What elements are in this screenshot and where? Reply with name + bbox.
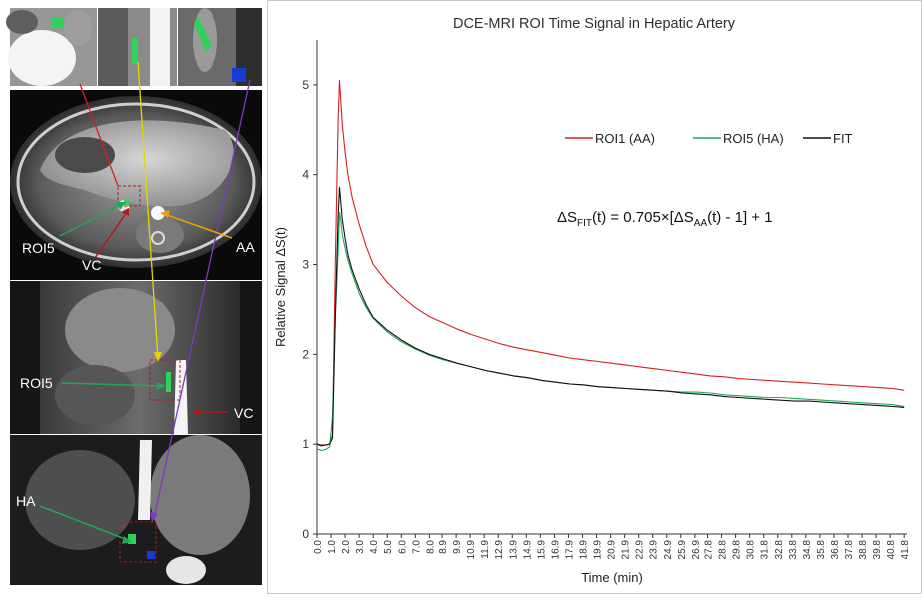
- x-tick-label: 37.8: [844, 540, 855, 560]
- x-tick-label: 34.8: [802, 540, 813, 560]
- x-tick-label: 31.8: [760, 540, 771, 560]
- x-tick-label: 29.8: [732, 540, 743, 560]
- label-vc-sagittal: VC: [234, 405, 253, 421]
- x-tick-label: 36.8: [830, 540, 841, 560]
- x-tick-label: 35.8: [816, 540, 827, 560]
- x-tick-label: 5.0: [383, 540, 394, 554]
- label-ha-coronal: HA: [16, 493, 36, 509]
- eq-lead: ΔS: [557, 209, 577, 226]
- x-tick-label: 27.8: [704, 540, 715, 560]
- y-tick-label: 1: [302, 437, 309, 451]
- x-tick-label: 40.8: [886, 540, 897, 560]
- x-tick-label: 2.0: [341, 540, 352, 554]
- x-tick-label: 8.9: [438, 540, 449, 554]
- y-tick-label: 5: [302, 78, 309, 92]
- x-tick-label: 28.8: [718, 540, 729, 560]
- connector-yellow-line: [137, 61, 159, 359]
- mri-figure: ROI5 VC AA ROI5 VC HA: [6, 8, 262, 585]
- coronal-mri-image: [10, 435, 262, 585]
- x-tick-label: 25.9: [677, 540, 688, 560]
- thumbnail-aa-zoom: [6, 8, 97, 86]
- label-roi5-sagittal: ROI5: [20, 375, 53, 391]
- legend-label: ROI5 (HA): [723, 131, 784, 146]
- x-tick-label: 24.9: [663, 540, 674, 560]
- x-tick-label: 16.9: [550, 540, 561, 560]
- y-tick-label: 0: [302, 527, 309, 541]
- thumbnail-coronal-zoom: [178, 8, 262, 86]
- x-tick-label: 41.8: [900, 540, 911, 560]
- x-tick-label: 7.0: [411, 540, 422, 554]
- x-tick-label: 19.9: [593, 540, 604, 560]
- eq-mid: (t) = 0.705×[ΔS: [592, 209, 694, 226]
- x-tick-label: 4.0: [369, 540, 380, 554]
- x-tick-label: 10.9: [466, 540, 477, 560]
- label-vc-axial: VC: [82, 257, 101, 273]
- series-line-fit: [316, 186, 905, 446]
- legend: ROI1 (AA) ROI5 (HA) FIT: [565, 131, 853, 146]
- x-tick-label: 9.9: [452, 540, 463, 554]
- eq-sub-fit: FIT: [577, 218, 592, 229]
- x-tick-label: 0.0: [313, 540, 324, 554]
- x-tick-label: 23.9: [649, 540, 660, 560]
- connector-red-line: [79, 83, 119, 187]
- x-tick-label: 17.9: [564, 540, 575, 560]
- y-tick-label: 3: [302, 258, 309, 272]
- connector-purple-line: [153, 79, 251, 519]
- y-tick-group: 0 1 2 3 4 5: [302, 78, 317, 541]
- x-tick-label: 1.0: [327, 540, 338, 554]
- legend-label: FIT: [833, 131, 853, 146]
- eq-sub-aa: AA: [694, 218, 708, 229]
- x-tick-label: 8.0: [425, 540, 436, 554]
- y-axis-label: Relative Signal ΔS(t): [273, 227, 288, 347]
- chart-panel: DCE-MRI ROI Time Signal in Hepatic Arter…: [267, 0, 922, 595]
- x-tick-label: 26.9: [691, 540, 702, 560]
- x-tick-label: 21.9: [621, 540, 632, 560]
- x-tick-label: 18.9: [579, 540, 590, 560]
- x-tick-label: 14.9: [522, 540, 533, 560]
- x-tick-label: 39.8: [872, 540, 883, 560]
- x-tick-label: 12.9: [494, 540, 505, 560]
- x-tick-group: 0.0 1.0 2.0 3.0 4.0 5.0 6.0 7.0 8.0 8.9 9.9 10.9 11.…: [313, 534, 911, 559]
- x-tick-label: 13.9: [508, 540, 519, 560]
- thumbnail-sagittal-zoom: [98, 8, 177, 86]
- label-roi5-axial: ROI5: [22, 240, 55, 256]
- series-layer: [316, 79, 905, 452]
- x-tick-label: 22.9: [635, 540, 646, 560]
- x-tick-label: 30.8: [746, 540, 757, 560]
- x-tick-label: 32.8: [774, 540, 785, 560]
- x-tick-label: 33.8: [788, 540, 799, 560]
- x-tick-label: 20.9: [607, 540, 618, 560]
- y-tick-label: 2: [302, 347, 309, 361]
- mri-image-panel: ROI5 VC AA ROI5 VC HA: [0, 0, 266, 595]
- eq-tail: (t) - 1] + 1: [707, 209, 772, 226]
- x-tick-label: 15.9: [536, 540, 547, 560]
- legend-label: ROI1 (AA): [595, 131, 655, 146]
- y-tick-label: 4: [302, 168, 309, 182]
- x-tick-label: 3.0: [355, 540, 366, 554]
- signal-chart: DCE-MRI ROI Time Signal in Hepatic Arter…: [267, 0, 922, 594]
- sagittal-mri-image: [10, 281, 262, 434]
- x-axis-label: Time (min): [581, 570, 643, 585]
- fit-equation-annotation: ΔSFIT(t) = 0.705×[ΔSAA(t) - 1] + 1: [557, 209, 773, 229]
- chart-title: DCE-MRI ROI Time Signal in Hepatic Arter…: [453, 16, 736, 32]
- x-tick-label: 38.8: [858, 540, 869, 560]
- x-tick-label: 6.0: [397, 540, 408, 554]
- label-aa-axial: AA: [236, 239, 255, 255]
- x-tick-label: 11.9: [480, 540, 491, 559]
- axial-mri-image: [10, 90, 262, 280]
- series-line-roi1-aa: [316, 79, 905, 447]
